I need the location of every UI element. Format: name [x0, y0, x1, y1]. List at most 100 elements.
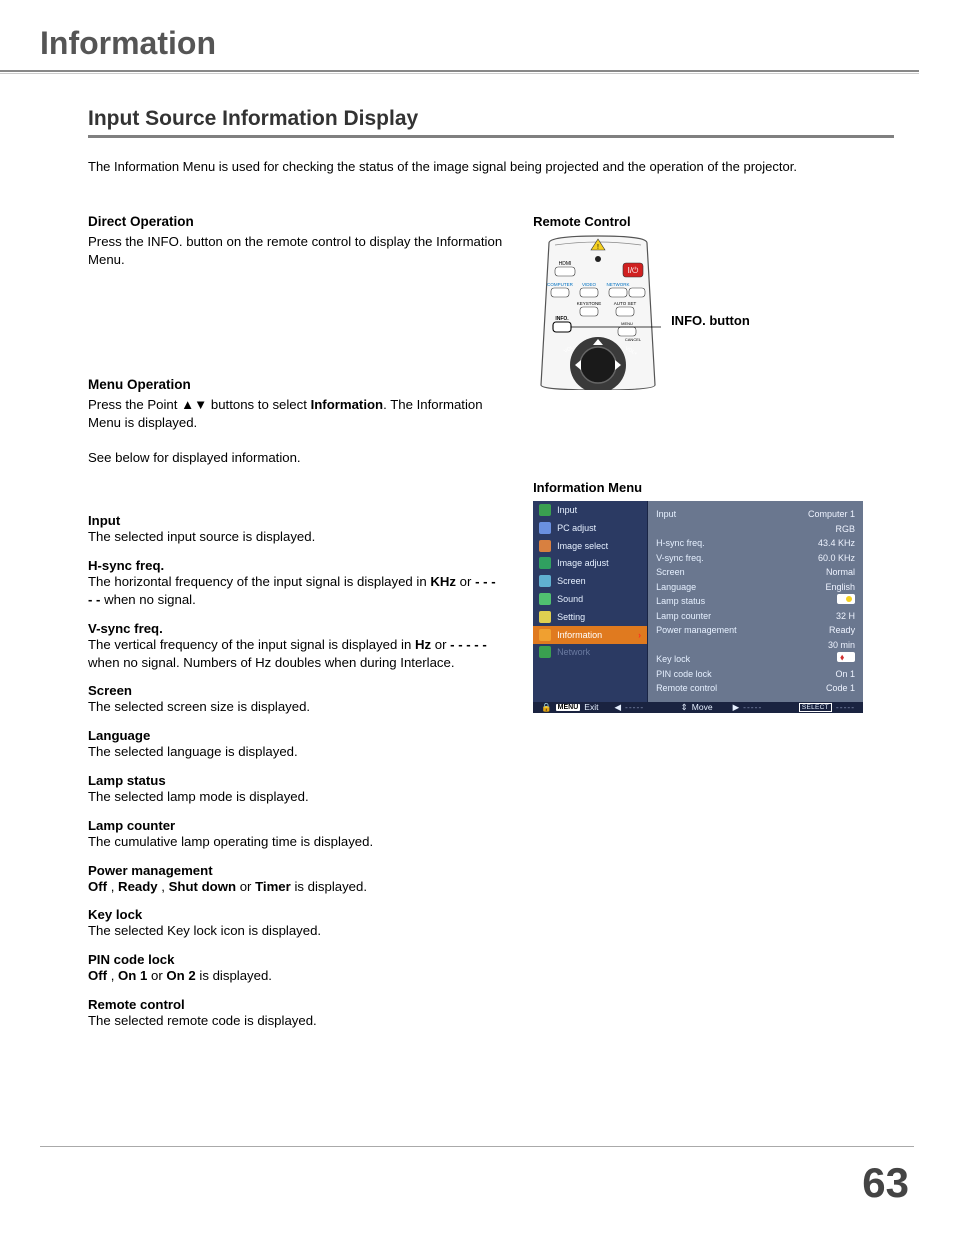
osd-info-value — [837, 652, 855, 667]
info-item: Remote controlThe selected remote code i… — [88, 997, 503, 1030]
svg-text:MENU: MENU — [621, 321, 633, 326]
info-item-label: H-sync freq. — [88, 558, 503, 573]
osd-item-label: Screen — [557, 576, 586, 586]
osd-item-icon — [539, 646, 551, 658]
osd-item-icon — [539, 522, 551, 534]
svg-text:CANCEL: CANCEL — [625, 337, 642, 342]
osd-info-value: Ready — [829, 623, 855, 638]
arrow-up-down-icon: ▲▼ — [181, 397, 207, 412]
osd-main: Input PC adjust Image select Image adjust Sc… — [533, 501, 863, 702]
osd-exit-label: Exit — [584, 702, 598, 712]
info-item-label: Input — [88, 513, 503, 528]
osd-item-icon — [539, 540, 551, 552]
osd-footer: 🔒MENU Exit ◀----- ⇕ Move ▶----- SELECT -… — [533, 702, 863, 713]
chevron-right-icon: › — [638, 630, 641, 640]
info-item: LanguageThe selected language is display… — [88, 728, 503, 761]
lamp-status-icon — [837, 594, 855, 604]
osd-item-label: Network — [557, 647, 590, 657]
menu-operation-heading: Menu Operation — [88, 377, 503, 392]
info-item-text: The vertical frequency of the input sign… — [88, 636, 503, 672]
osd-menu-item[interactable]: Information › — [533, 626, 647, 644]
osd-info-key: Screen — [656, 565, 685, 580]
osd-info-row: H-sync freq. 43.4 KHz — [656, 536, 855, 551]
info-item-text: The cumulative lamp operating time is di… — [88, 833, 503, 851]
osd-info-row: Screen Normal — [656, 565, 855, 580]
osd-info-value — [837, 594, 855, 609]
osd-info-value: RGB — [836, 522, 856, 537]
info-item: InputThe selected input source is displa… — [88, 513, 503, 546]
info-item: Lamp counterThe cumulative lamp operatin… — [88, 818, 503, 851]
remote-control-label: Remote Control — [533, 214, 894, 229]
info-item-label: Language — [88, 728, 503, 743]
info-item-text: The selected input source is displayed. — [88, 528, 503, 546]
footer-rule — [40, 1146, 914, 1147]
osd-menu-item[interactable]: Screen — [533, 572, 647, 590]
direct-operation-text: Press the INFO. button on the remote con… — [88, 233, 503, 269]
menu-badge: MENU — [556, 704, 581, 711]
info-item: Power managementOff , Ready , Shut down … — [88, 863, 503, 896]
svg-text:!: ! — [597, 244, 599, 251]
select-badge: SELECT — [799, 703, 832, 712]
svg-text:COMPUTER: COMPUTER — [547, 282, 574, 287]
osd-info-value: Normal — [826, 565, 855, 580]
osd-info-row: RGB — [656, 522, 855, 537]
osd-menu-item[interactable]: Sound — [533, 590, 647, 608]
lock-icon: 🔒 — [541, 702, 552, 713]
info-item-text: The selected remote code is displayed. — [88, 1012, 503, 1030]
info-item-label: V-sync freq. — [88, 621, 503, 636]
remote-illustration: ! I/⏻ HDMI COMPUTER VIDEO NETWORK — [533, 235, 713, 390]
info-item: Key lockThe selected Key lock icon is di… — [88, 907, 503, 940]
osd-menu-list: Input PC adjust Image select Image adjust Sc… — [533, 501, 648, 702]
osd-item-label: Information — [557, 630, 602, 640]
info-item-label: Screen — [88, 683, 503, 698]
info-button-callout: INFO. button — [671, 313, 750, 328]
osd-info-key: H-sync freq. — [656, 536, 705, 551]
osd-info-value: English — [826, 580, 856, 595]
osd-item-icon — [539, 575, 551, 587]
osd-move-label: Move — [692, 702, 713, 712]
osd-menu-item[interactable]: Network — [533, 644, 647, 662]
content-area: Input Source Information Display The Inf… — [0, 72, 954, 1042]
svg-text:VIDEO: VIDEO — [582, 282, 597, 287]
osd-item-label: Image adjust — [557, 558, 609, 568]
remote-svg: ! I/⏻ HDMI COMPUTER VIDEO NETWORK — [533, 235, 663, 390]
osd-menu-item[interactable]: Setting — [533, 608, 647, 626]
info-item-text: The horizontal frequency of the input si… — [88, 573, 503, 609]
osd-info-row: Key lock — [656, 652, 855, 667]
svg-text:I/⏻: I/⏻ — [628, 266, 639, 275]
osd-info-value: Code 1 — [826, 681, 855, 696]
left-column: Direct Operation Press the INFO. button … — [88, 214, 503, 1042]
osd-info-key: Remote control — [656, 681, 717, 696]
info-items-list: InputThe selected input source is displa… — [88, 513, 503, 1030]
osd-info-key: Power management — [656, 623, 737, 638]
osd-info-key: Lamp status — [656, 594, 705, 609]
info-item-label: Remote control — [88, 997, 503, 1012]
right-column: Remote Control ! I/⏻ HDMI — [533, 214, 894, 1042]
osd-item-label: Input — [557, 505, 577, 515]
osd-info-row: InputComputer 1 — [656, 507, 855, 522]
osd-menu-item[interactable]: Image select — [533, 537, 647, 555]
menu-operation-text: Press the Point ▲▼ buttons to select Inf… — [88, 396, 503, 432]
direct-operation-heading: Direct Operation — [88, 214, 503, 229]
osd-menu-item[interactable]: Input — [533, 501, 647, 519]
info-item-text: Off , On 1 or On 2 is displayed. — [88, 967, 503, 985]
osd-info-value: 32 H — [836, 609, 855, 624]
osd-menu-item[interactable]: Image adjust — [533, 555, 647, 573]
menu-op-keyword: Information — [311, 397, 384, 412]
osd-item-icon — [539, 593, 551, 605]
osd-info-value: 43.4 KHz — [818, 536, 855, 551]
osd-screenshot: Input PC adjust Image select Image adjust Sc… — [533, 501, 863, 696]
osd-item-label: Image select — [557, 541, 608, 551]
info-item: Lamp statusThe selected lamp mode is dis… — [88, 773, 503, 806]
info-item: H-sync freq.The horizontal frequency of … — [88, 558, 503, 609]
osd-info-row: V-sync freq.60.0 KHz — [656, 551, 855, 566]
osd-item-icon — [539, 504, 551, 516]
osd-info-key: Key lock — [656, 652, 690, 667]
section-title: Input Source Information Display — [88, 107, 894, 138]
info-item-text: The selected screen size is displayed. — [88, 698, 503, 716]
osd-info-row: Remote control Code 1 — [656, 681, 855, 696]
osd-info-row: LanguageEnglish — [656, 580, 855, 595]
info-item-label: PIN code lock — [88, 952, 503, 967]
osd-menu-item[interactable]: PC adjust — [533, 519, 647, 537]
osd-info-value: Computer 1 — [808, 507, 855, 522]
